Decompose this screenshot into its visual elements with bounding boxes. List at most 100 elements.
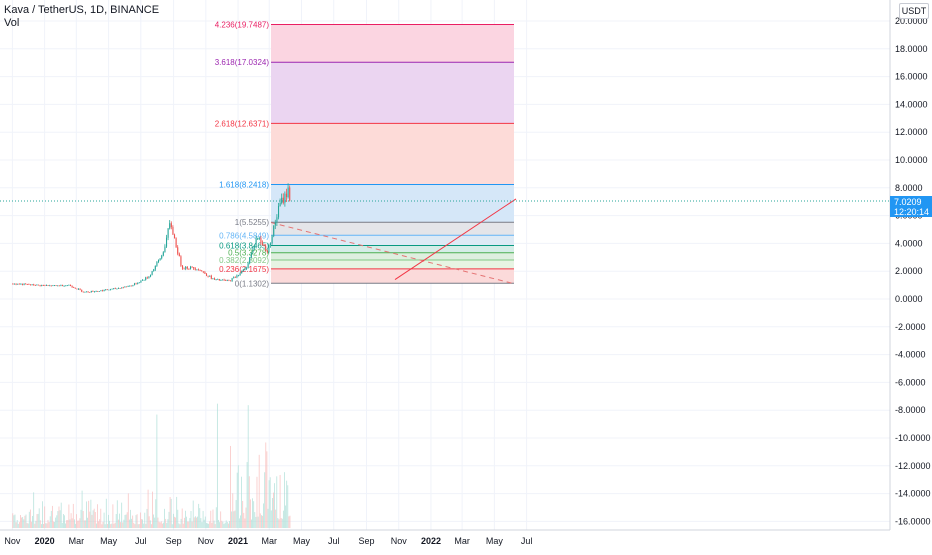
volume-bar xyxy=(159,522,161,528)
volume-bar xyxy=(138,524,140,528)
volume-bar xyxy=(213,520,215,528)
candle-body xyxy=(87,291,89,293)
volume-bar xyxy=(164,508,165,528)
volume-bar xyxy=(83,520,85,528)
bar-countdown: 12:20:14 xyxy=(894,207,930,217)
candle-body xyxy=(125,286,128,288)
volume-bar xyxy=(97,504,98,528)
fib-level-label: 0.786(4.5849) xyxy=(219,231,269,240)
volume-bar xyxy=(209,521,211,528)
candle-body xyxy=(281,197,283,204)
price-tick-label: -16.0000 xyxy=(895,516,931,526)
volume-label[interactable]: Vol xyxy=(4,17,20,29)
volume-bar xyxy=(62,514,64,528)
volume-bar xyxy=(117,519,119,528)
price-tick-label: -2.0000 xyxy=(895,322,926,332)
volume-bar xyxy=(58,506,60,528)
candle-body xyxy=(37,284,40,286)
volume-bar xyxy=(76,514,77,528)
volume-bar xyxy=(273,492,274,528)
volume-bar xyxy=(166,522,168,528)
dashed-trendline xyxy=(270,222,515,285)
candle-body xyxy=(137,282,139,284)
candle-body xyxy=(151,271,153,275)
volume-bar xyxy=(237,465,239,528)
volume-bar xyxy=(262,515,263,528)
volume-bar xyxy=(104,524,106,528)
candle-body xyxy=(236,275,238,278)
volume-bar xyxy=(190,510,192,528)
fibonacci-retracement[interactable]: 4.236(19.7487) 3.618(17.0324) 2.618(12.637… xyxy=(215,20,514,288)
candle-body xyxy=(284,193,286,203)
candle-body xyxy=(77,288,80,290)
candle-body xyxy=(156,261,158,266)
time-tick-label: May xyxy=(100,536,118,546)
uptrend-line xyxy=(394,198,517,280)
candle-body xyxy=(18,283,20,285)
volume-bar xyxy=(168,511,170,528)
volume-bar xyxy=(182,523,184,528)
candle-body xyxy=(231,278,233,282)
volume-bar xyxy=(226,522,228,528)
volume-bar xyxy=(112,504,114,528)
volume-bar xyxy=(258,454,260,528)
candle-body xyxy=(58,285,60,287)
price-tick-label: -4.0000 xyxy=(895,350,926,360)
volume-bar xyxy=(271,497,273,528)
volume-bar xyxy=(185,510,186,528)
candle-body xyxy=(148,276,150,279)
candle-body xyxy=(287,187,289,198)
candle-body xyxy=(217,278,219,280)
volume-bar xyxy=(86,501,87,528)
volume-bar xyxy=(147,489,149,528)
volume-bar xyxy=(149,520,151,528)
symbol-title[interactable]: Kava / TetherUS, 1D, BINANCE xyxy=(4,4,160,16)
volume-bar xyxy=(60,502,62,528)
candle-body xyxy=(92,290,94,292)
candle-body xyxy=(61,284,64,287)
volume-bar xyxy=(235,500,237,528)
candle-body xyxy=(289,187,291,201)
volume-bar xyxy=(160,521,162,528)
candle-body xyxy=(15,283,17,285)
candle-body xyxy=(194,268,196,270)
volume-bar xyxy=(200,518,202,528)
volume-bar xyxy=(64,515,65,528)
volume-bar xyxy=(275,509,277,528)
time-axis[interactable]: Nov 2020 Mar May Jul Sep Nov 2021 Mar May Jul Sep No… xyxy=(4,536,532,546)
volume-bar xyxy=(136,514,138,528)
volume-bar xyxy=(234,510,236,528)
candle-body xyxy=(71,286,73,288)
price-axis[interactable]: 20.0000 18.0000 16.0000 14.0000 12.0000 10.00… xyxy=(895,16,931,526)
candle-body xyxy=(226,280,228,282)
candle-body xyxy=(132,285,134,286)
candle-body xyxy=(220,280,222,281)
volume-bar xyxy=(67,520,69,528)
candle-body xyxy=(266,251,268,252)
candle-body xyxy=(250,252,252,258)
volume-bar xyxy=(18,522,20,528)
volume-bar xyxy=(288,516,290,528)
volume-bar xyxy=(199,508,201,528)
volume-bar xyxy=(93,508,95,528)
volume-bar xyxy=(287,485,289,528)
candle-body xyxy=(55,285,57,287)
candle-body xyxy=(122,287,124,289)
drawing-lines[interactable] xyxy=(270,198,517,285)
volume-bar xyxy=(154,517,156,528)
candle-body xyxy=(74,287,76,289)
volume-bar xyxy=(20,515,21,528)
volume-bar xyxy=(269,477,271,528)
time-tick-label: Sep xyxy=(166,536,182,546)
candle-body xyxy=(255,238,257,246)
candle-body xyxy=(154,265,156,270)
time-tick-label: Nov xyxy=(198,536,215,546)
currency-badge[interactable]: USDT xyxy=(899,3,929,19)
volume-bar xyxy=(216,403,218,528)
volume-bar xyxy=(87,517,88,528)
candle-body xyxy=(181,265,184,269)
volume-bar xyxy=(254,512,256,528)
fib-level-label: 1.618(8.2418) xyxy=(219,180,269,189)
